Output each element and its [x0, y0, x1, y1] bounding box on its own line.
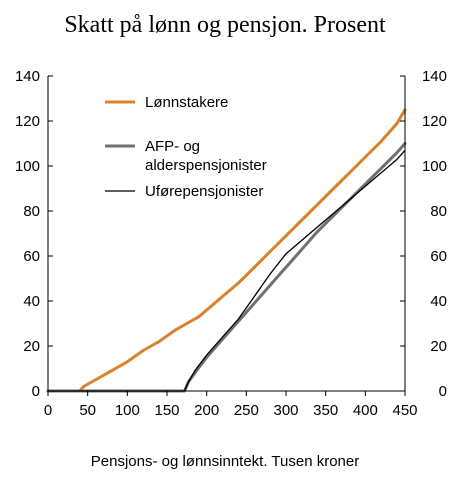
- legend-label-3: Uførepensjonister: [145, 183, 263, 200]
- y-tick-label-left: 0: [32, 383, 40, 400]
- x-tick-label: 50: [79, 402, 96, 419]
- chart-title: Skatt på lønn og pensjon. Prosent: [64, 12, 386, 38]
- series-line-1: [46, 108, 407, 393]
- x-tick-label: 450: [392, 402, 417, 419]
- y-tick-label-left: 20: [23, 338, 40, 355]
- legend-label-1: Lønnstakere: [145, 94, 228, 111]
- legend-label-2: alderspensjonister: [145, 157, 267, 174]
- series-line-2: [46, 142, 407, 393]
- plot-area: 0 20 40 60 80 100 120 140 0 20 40 60 80 100 120 140 0 50 1…: [15, 68, 447, 419]
- y-tick-label-right: 80: [430, 203, 447, 220]
- legend: Lønnstakere AFP- og alderspensjonister Ufør…: [105, 94, 267, 200]
- legend-label-2: AFP- og: [145, 138, 200, 155]
- x-tick-label: 200: [194, 402, 219, 419]
- y-tick-label-right: 120: [422, 113, 447, 130]
- y-tick-label-right: 20: [430, 338, 447, 355]
- x-tick-label: 0: [44, 402, 52, 419]
- x-tick-label: 150: [154, 402, 179, 419]
- series-line-3: [47, 149, 406, 392]
- y-tick-label-right: 60: [430, 248, 447, 265]
- y-tick-label-left: 60: [23, 248, 40, 265]
- y-tick-label-left: 120: [15, 113, 40, 130]
- x-axis-label: Pensjons- og lønnsinntekt. Tusen kroner: [91, 453, 359, 470]
- y-tick-label-right: 140: [422, 68, 447, 85]
- y-tick-label-right: 100: [422, 158, 447, 175]
- x-tick-label: 100: [115, 402, 140, 419]
- x-tick-label: 300: [273, 402, 298, 419]
- y-tick-label-left: 100: [15, 158, 40, 175]
- y-tick-label-right: 40: [430, 293, 447, 310]
- y-tick-label-left: 140: [15, 68, 40, 85]
- x-tick-label: 350: [313, 402, 338, 419]
- y-tick-label-right: 0: [439, 383, 447, 400]
- x-tick-label: 250: [234, 402, 259, 419]
- y-tick-label-left: 80: [23, 203, 40, 220]
- y-tick-label-left: 40: [23, 293, 40, 310]
- x-tick-label: 400: [353, 402, 378, 419]
